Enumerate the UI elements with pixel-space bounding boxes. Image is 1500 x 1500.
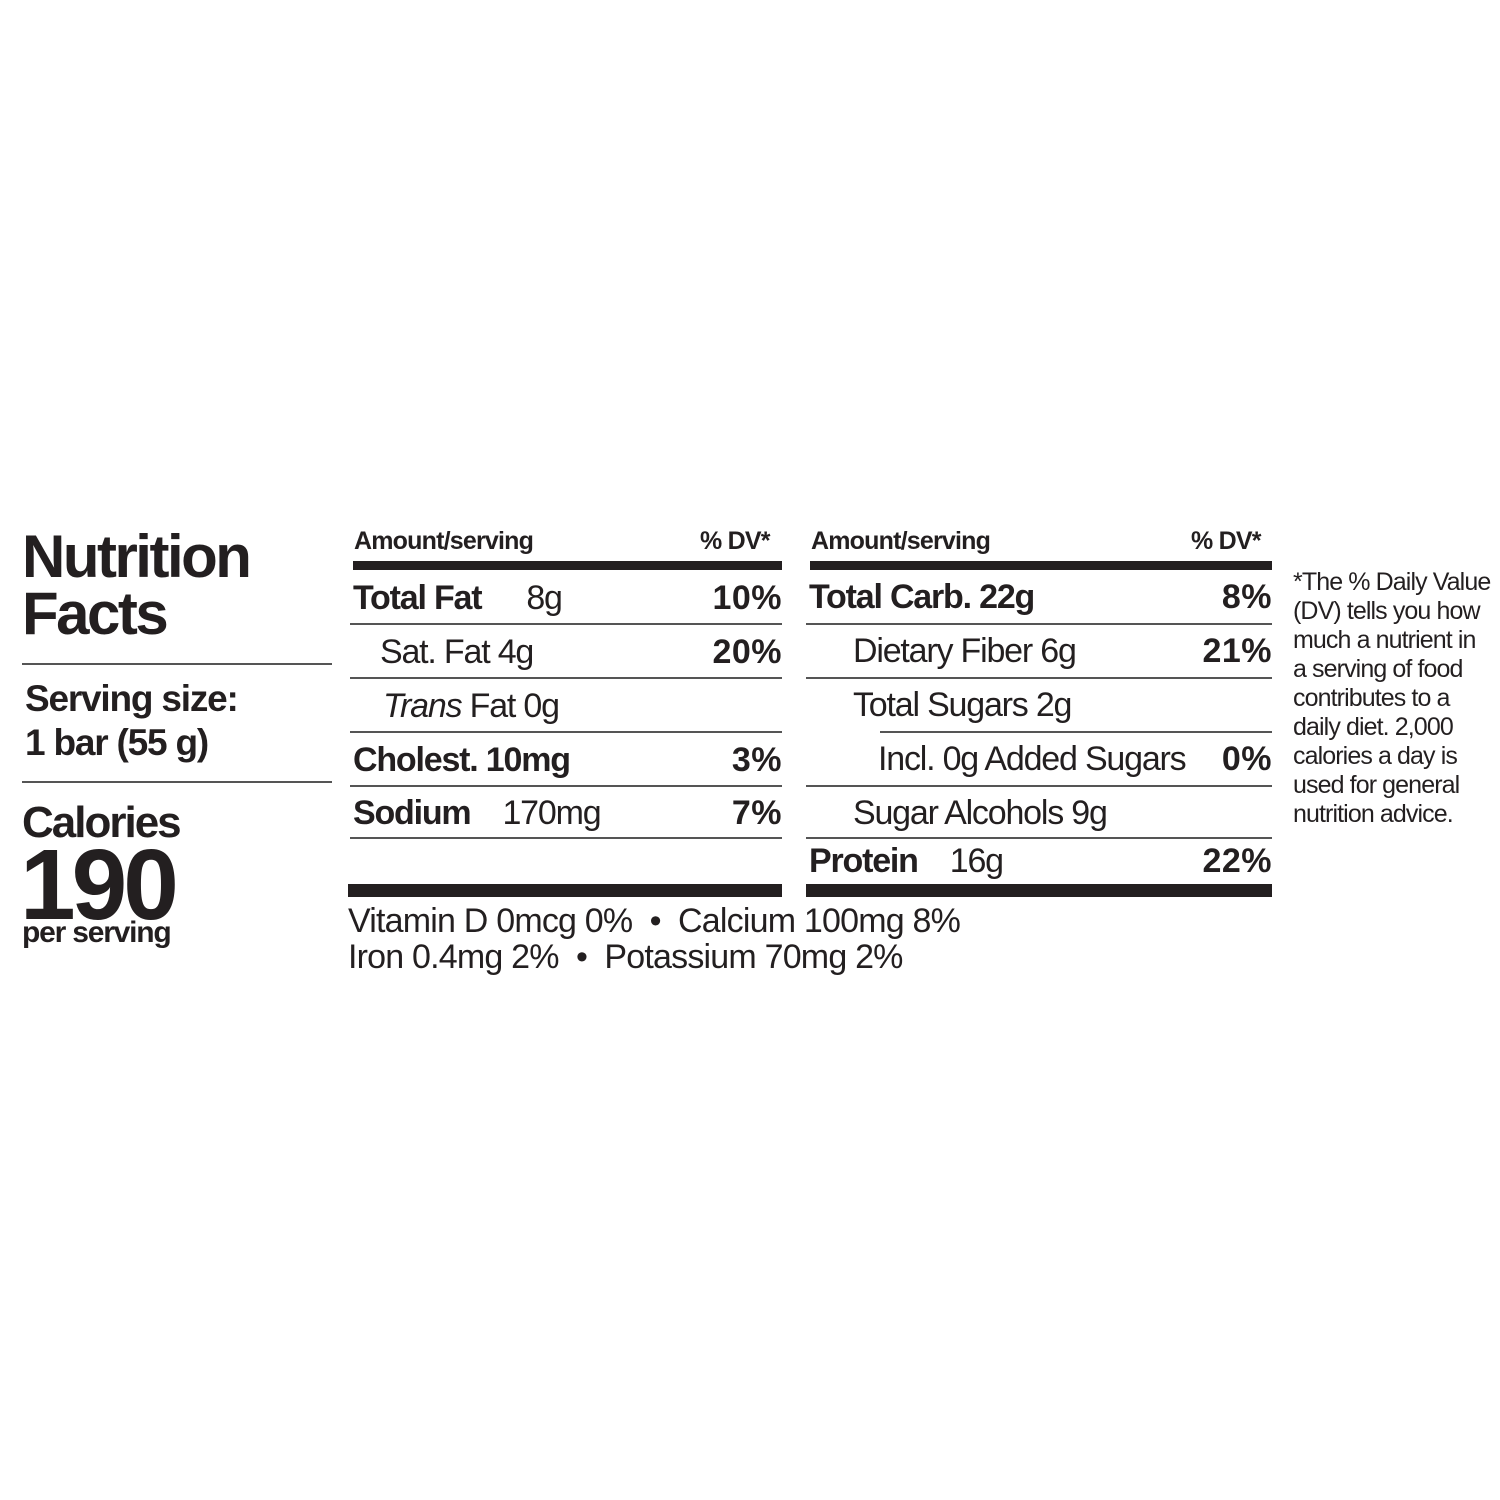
row-dietary-fiber: Dietary Fiber 6g 21% [809, 631, 1272, 671]
calories-label: Calories [22, 798, 182, 847]
divider [806, 785, 1272, 787]
nutrient-name: Fat [469, 687, 517, 725]
row-total-carb: Total Carb. 22g 8% [809, 577, 1272, 617]
vitamins-line1: Vitamin D 0mcg 0% • Calcium 100mg 8% [348, 902, 961, 940]
divider [806, 677, 1272, 679]
nutrient-name: Dietary Fiber [853, 632, 1033, 670]
dv-footnote: *The % Daily Value (DV) tells you how mu… [1293, 568, 1491, 828]
left-header-dv: % DV* [700, 527, 770, 555]
nutrient-amount: 8g [526, 579, 563, 617]
row-cholesterol: Cholest. 10mg 3% [353, 740, 782, 780]
right-header-amount: Amount/serving [811, 527, 991, 555]
divider [350, 785, 782, 787]
nutrient-dv: 21% [1202, 632, 1272, 670]
nutrient-dv: 7% [731, 794, 782, 832]
serving-size-value: 1 bar (55 g) [25, 722, 209, 763]
thick-bar [353, 561, 782, 570]
nutrient-name: Incl. 0g Added Sugars [878, 740, 1187, 778]
divider [350, 623, 782, 625]
row-total-fat: Total Fat 8g 10% [353, 578, 782, 618]
divider [880, 731, 1272, 733]
nutrient-dv: 22% [1202, 842, 1272, 880]
row-sodium: Sodium 170mg 7% [353, 793, 782, 833]
divider [22, 663, 332, 665]
row-sat-fat: Sat. Fat 4g 20% [353, 632, 782, 672]
row-total-sugars: Total Sugars 2g [809, 685, 1272, 725]
title-line1: Nutrition [22, 523, 252, 590]
serving-size-label: Serving size: [25, 678, 239, 719]
calories-value: 190 [20, 829, 179, 941]
nutrient-amount: 16g [949, 842, 1004, 880]
divider [350, 837, 782, 839]
nutrient-name: Sodium [353, 794, 472, 832]
nutrient-dv: 10% [712, 579, 782, 617]
row-sugar-alcohols: Sugar Alcohols 9g [809, 793, 1272, 833]
left-header-amount: Amount/serving [354, 527, 534, 555]
nutrient-dv: 3% [731, 741, 782, 779]
divider [22, 781, 332, 783]
nutrient-amount: 6g [1040, 632, 1077, 670]
nutrient-name: Sugar Alcohols [853, 794, 1064, 832]
nutrient-name: Sat. Fat [380, 633, 491, 671]
nutrient-amount: 10mg [485, 741, 571, 779]
nutrient-amount: 170mg [502, 794, 601, 832]
nutrient-name: Protein [809, 842, 919, 880]
divider [350, 677, 782, 679]
nutrient-amount: 4g [497, 633, 535, 671]
row-added-sugars: Incl. 0g Added Sugars 0% [809, 739, 1272, 779]
row-trans-fat: Trans Fat 0g [353, 686, 782, 726]
nutrient-name: Cholest. [353, 741, 479, 779]
title-line2: Facts [22, 580, 169, 647]
nutrient-name: Total Fat [353, 579, 483, 617]
divider [806, 623, 1272, 625]
nutrient-amount: 0g [523, 687, 560, 725]
nutrient-amount: 22g [979, 578, 1035, 616]
nutrient-name-italic: Trans [383, 687, 463, 725]
thick-bar [348, 884, 782, 897]
nutrient-name: Total Sugars [853, 686, 1029, 724]
nutrient-dv: 8% [1221, 578, 1272, 616]
nutrient-dv: 0% [1221, 740, 1272, 778]
thick-bar [806, 884, 1272, 897]
per-serving: per serving [22, 916, 172, 949]
nutrient-name: Total Carb. [809, 578, 972, 616]
vitamins-line2: Iron 0.4mg 2% • Potassium 70mg 2% [348, 938, 903, 976]
nutrient-dv: 20% [712, 633, 782, 671]
divider [350, 731, 782, 733]
divider [806, 837, 1272, 839]
right-header-dv: % DV* [1191, 527, 1261, 555]
row-protein: Protein 16g 22% [809, 841, 1272, 881]
nutrient-amount: 9g [1071, 794, 1108, 832]
nutrient-amount: 2g [1035, 686, 1073, 724]
thick-bar [810, 561, 1272, 570]
